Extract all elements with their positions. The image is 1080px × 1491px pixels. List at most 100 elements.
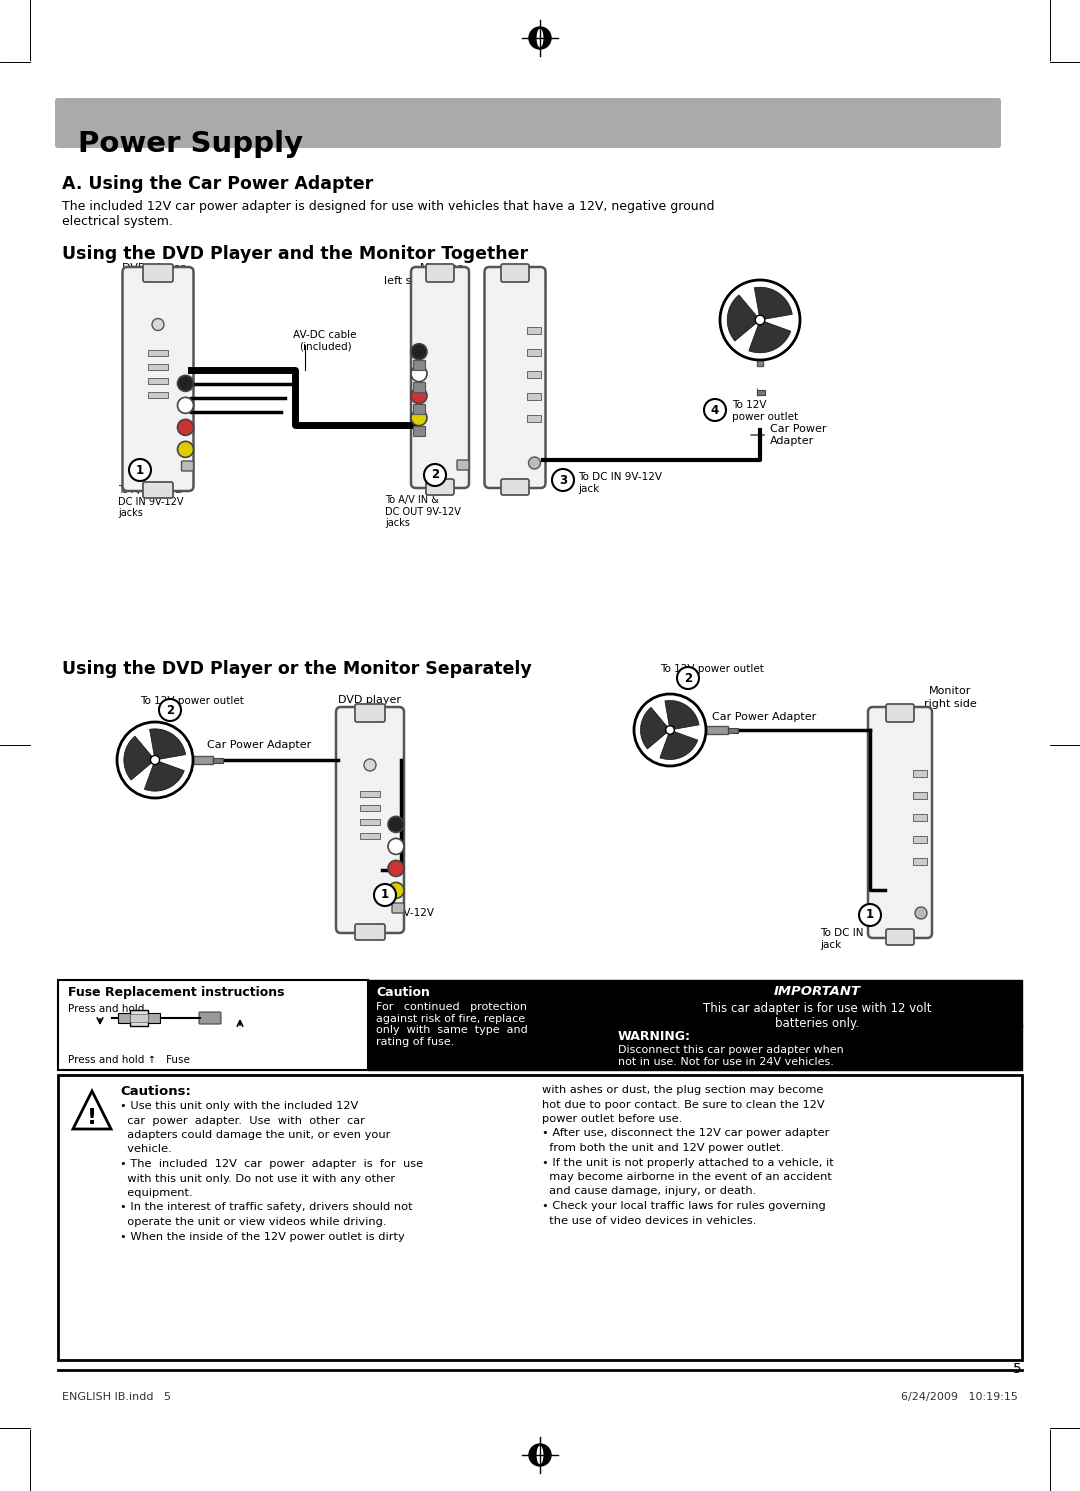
- Circle shape: [129, 459, 151, 482]
- Bar: [913, 814, 927, 820]
- Text: power outlet before use.: power outlet before use.: [542, 1114, 683, 1124]
- Text: right side: right side: [494, 276, 546, 286]
- Bar: [148, 350, 168, 356]
- Text: Monitor -: Monitor -: [420, 262, 470, 273]
- Text: ENGLISH IB.indd   5: ENGLISH IB.indd 5: [62, 1393, 171, 1402]
- Text: 5: 5: [1013, 1361, 1022, 1376]
- Bar: [913, 857, 927, 865]
- Polygon shape: [748, 321, 791, 353]
- FancyBboxPatch shape: [426, 264, 454, 282]
- Circle shape: [552, 470, 573, 491]
- Text: 1: 1: [136, 464, 144, 477]
- Circle shape: [859, 904, 881, 926]
- Polygon shape: [73, 1091, 111, 1129]
- Bar: [413, 426, 426, 435]
- Text: right side: right side: [343, 708, 396, 719]
- FancyBboxPatch shape: [368, 980, 612, 1071]
- Text: WARNING:: WARNING:: [618, 1030, 691, 1044]
- Bar: [757, 389, 765, 395]
- Text: Using the DVD Player and the Monitor Together: Using the DVD Player and the Monitor Tog…: [62, 245, 528, 262]
- Bar: [413, 359, 426, 370]
- Text: Power Supply: Power Supply: [78, 130, 303, 158]
- FancyBboxPatch shape: [143, 482, 173, 498]
- Text: Cautions:: Cautions:: [120, 1085, 191, 1097]
- Circle shape: [915, 907, 927, 918]
- Circle shape: [388, 883, 404, 899]
- Bar: [527, 371, 540, 377]
- Polygon shape: [145, 760, 185, 792]
- Text: Using the DVD Player or the Monitor Separately: Using the DVD Player or the Monitor Sepa…: [62, 661, 531, 678]
- FancyBboxPatch shape: [501, 479, 529, 495]
- Text: • When the inside of the 12V power outlet is dirty: • When the inside of the 12V power outle…: [120, 1232, 405, 1242]
- Text: vehicle.: vehicle.: [120, 1145, 172, 1154]
- Text: Car Power Adapter: Car Power Adapter: [207, 740, 311, 750]
- Polygon shape: [640, 707, 670, 748]
- Text: 2: 2: [166, 704, 174, 717]
- Polygon shape: [754, 288, 793, 321]
- Text: To A/V IN &
DC OUT 9V-12V
jacks: To A/V IN & DC OUT 9V-12V jacks: [384, 495, 461, 528]
- FancyBboxPatch shape: [501, 264, 529, 282]
- FancyBboxPatch shape: [392, 904, 404, 912]
- FancyBboxPatch shape: [457, 461, 469, 470]
- Text: • After use, disconnect the 12V car power adapter: • After use, disconnect the 12V car powe…: [542, 1129, 829, 1139]
- Text: • The  included  12V  car  power  adapter  is  for  use: • The included 12V car power adapter is …: [120, 1159, 423, 1169]
- Circle shape: [665, 726, 674, 735]
- Circle shape: [411, 388, 427, 404]
- Bar: [213, 757, 222, 762]
- FancyBboxPatch shape: [426, 479, 454, 495]
- Bar: [193, 756, 213, 763]
- FancyBboxPatch shape: [336, 707, 404, 933]
- FancyBboxPatch shape: [612, 980, 1022, 1027]
- Text: For   continued   protection
against risk of fire, replace
only  with  same  typ: For continued protection against risk of…: [376, 1002, 528, 1047]
- Bar: [413, 382, 426, 392]
- FancyBboxPatch shape: [886, 704, 914, 722]
- Circle shape: [177, 376, 193, 391]
- Circle shape: [374, 884, 396, 907]
- Bar: [148, 1012, 160, 1023]
- Circle shape: [720, 280, 800, 359]
- FancyBboxPatch shape: [485, 267, 545, 488]
- Bar: [527, 414, 540, 422]
- Text: car  power  adapter.  Use  with  other  car: car power adapter. Use with other car: [120, 1115, 365, 1126]
- Ellipse shape: [537, 1446, 543, 1464]
- Circle shape: [411, 344, 427, 359]
- Circle shape: [177, 419, 193, 435]
- Text: from both the unit and 12V power outlet.: from both the unit and 12V power outlet.: [542, 1144, 784, 1153]
- Text: Car Power
Adapter: Car Power Adapter: [751, 425, 826, 446]
- Text: !: !: [86, 1108, 97, 1129]
- Text: 4: 4: [711, 404, 719, 416]
- Text: equipment.: equipment.: [120, 1188, 192, 1197]
- FancyBboxPatch shape: [199, 1012, 221, 1024]
- Text: The included 12V car power adapter is designed for use with vehicles that have a: The included 12V car power adapter is de…: [62, 200, 715, 228]
- Text: Press and hold ↑   Fuse: Press and hold ↑ Fuse: [68, 1056, 190, 1065]
- Bar: [148, 377, 168, 383]
- Bar: [148, 392, 168, 398]
- Bar: [757, 344, 762, 365]
- Text: 6/24/2009   10:19:15: 6/24/2009 10:19:15: [901, 1393, 1018, 1402]
- Circle shape: [159, 699, 181, 722]
- Text: To 12V power outlet: To 12V power outlet: [140, 696, 244, 707]
- Bar: [913, 792, 927, 799]
- Circle shape: [364, 759, 376, 771]
- FancyBboxPatch shape: [122, 267, 193, 491]
- Circle shape: [634, 693, 706, 766]
- Text: 2: 2: [431, 468, 440, 482]
- FancyBboxPatch shape: [411, 267, 469, 488]
- Circle shape: [177, 441, 193, 458]
- Polygon shape: [124, 737, 156, 780]
- Text: left side: left side: [383, 276, 428, 286]
- Bar: [527, 392, 540, 400]
- Circle shape: [411, 410, 427, 426]
- Bar: [148, 364, 168, 370]
- Polygon shape: [150, 729, 186, 760]
- Text: with this unit only. Do not use it with any other: with this unit only. Do not use it with …: [120, 1173, 395, 1184]
- Text: To 12V power outlet: To 12V power outlet: [660, 663, 764, 674]
- Bar: [728, 728, 738, 732]
- Circle shape: [117, 722, 193, 798]
- Text: IMPORTANT: IMPORTANT: [773, 986, 861, 997]
- Circle shape: [528, 458, 540, 470]
- Polygon shape: [727, 295, 760, 341]
- Text: To DC IN 9V-12V
jack: To DC IN 9V-12V jack: [350, 908, 434, 929]
- Text: right side: right side: [126, 276, 179, 286]
- Circle shape: [152, 319, 164, 331]
